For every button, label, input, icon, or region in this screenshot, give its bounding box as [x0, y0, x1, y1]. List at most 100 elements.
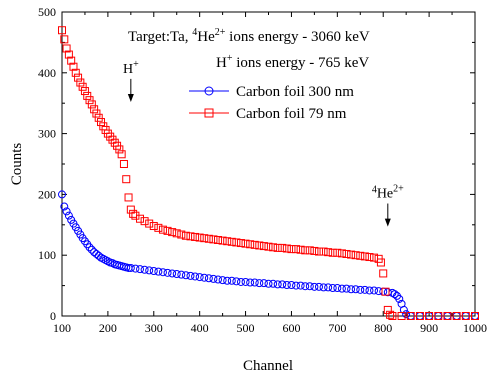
annotation-line-2-suffix: ions energy - 765 keV [232, 55, 369, 71]
data-point [115, 145, 124, 154]
data-point [181, 271, 190, 280]
annotation-line-1-charge: 2+ [215, 27, 226, 38]
data-point [255, 279, 264, 288]
data-point [126, 205, 135, 214]
data-point [177, 230, 186, 239]
data-point [172, 229, 181, 238]
data-point [58, 190, 66, 199]
data-point [381, 287, 390, 296]
data-point [136, 214, 145, 223]
data-point [356, 251, 365, 260]
data-point [97, 118, 106, 127]
data-point [273, 280, 282, 289]
data-point [186, 232, 195, 241]
arrow-label-ion: He [377, 187, 393, 202]
x-tick-label: 700 [328, 321, 346, 335]
data-point [351, 285, 360, 294]
data-point [200, 234, 209, 243]
data-point [122, 175, 131, 184]
data-point [342, 249, 351, 258]
data-point [319, 247, 328, 256]
data-point [58, 26, 66, 35]
annotation-line-1-suffix: ions energy - 3060 keV [225, 29, 369, 45]
arrow-head-icon [384, 218, 391, 227]
y-tick-label: 100 [38, 248, 56, 262]
data-point [386, 310, 395, 319]
data-point [342, 284, 351, 293]
arrow-head-icon [127, 93, 134, 102]
data-point [129, 209, 138, 218]
x-tick-label: 200 [99, 321, 117, 335]
data-point [80, 87, 89, 96]
data-point [324, 248, 333, 257]
data-point [337, 249, 346, 258]
data-point [76, 78, 85, 87]
annotations: H+4He2+ [123, 59, 404, 227]
data-point [379, 269, 388, 278]
data-point [360, 252, 369, 261]
data-point [269, 243, 278, 252]
data-point [383, 305, 392, 314]
data-point [324, 283, 333, 292]
data-point [64, 50, 73, 59]
data-point [370, 286, 379, 295]
data-point [241, 239, 250, 248]
data-point [360, 285, 369, 294]
data-point [214, 275, 223, 284]
data-point [78, 82, 87, 91]
data-point [347, 250, 356, 259]
y-tick-label: 500 [38, 5, 56, 19]
data-point [434, 312, 443, 320]
data-point [195, 233, 204, 242]
data-point [94, 113, 103, 122]
data-point [92, 109, 101, 118]
x-tick-label: 400 [191, 321, 209, 335]
data-point [250, 278, 259, 287]
data-point [218, 276, 227, 285]
data-point [163, 226, 172, 235]
data-point [71, 68, 80, 77]
data-point [246, 240, 255, 249]
data-point [92, 249, 101, 258]
data-point [195, 273, 204, 282]
arrow-label-charge: + [133, 59, 139, 70]
data-point [87, 100, 96, 109]
data-point [365, 286, 374, 295]
legend-item-2: Carbon foil 79 nm [189, 106, 347, 122]
data-point [223, 237, 232, 246]
data-point [292, 245, 301, 254]
data-point [168, 269, 177, 278]
y-axis-label: Counts [9, 143, 25, 186]
data-point [158, 268, 167, 277]
data-point [370, 253, 379, 262]
data-point [145, 219, 154, 228]
data-point [319, 283, 328, 292]
data-point [443, 312, 452, 320]
data-point [119, 160, 128, 168]
data-point [287, 280, 296, 289]
data-point [305, 282, 314, 291]
annotation-line-2: H+ ions energy - 765 keV [216, 53, 369, 71]
data-point [62, 44, 71, 53]
x-tick-label: 100 [53, 321, 71, 335]
series-2 [58, 26, 479, 320]
legend-marker-1 [204, 86, 214, 96]
data-point [85, 96, 94, 105]
data-point [126, 263, 135, 272]
data-point [87, 245, 96, 254]
data-point [425, 312, 434, 320]
data-point [69, 62, 78, 71]
series-1 [58, 190, 479, 320]
data-point [397, 312, 406, 320]
data-point [310, 282, 319, 291]
x-tick-label: 1000 [463, 321, 487, 335]
data-point [278, 280, 287, 289]
annotation-line-1: Target:Ta, 4He2+ ions energy - 3060 keV [128, 27, 370, 45]
data-point [328, 248, 337, 257]
data-point [136, 265, 145, 274]
y-tick-label: 200 [38, 187, 56, 201]
data-point [264, 242, 273, 251]
x-tick-label: 900 [420, 321, 438, 335]
data-point [232, 277, 241, 286]
data-point [314, 247, 323, 256]
